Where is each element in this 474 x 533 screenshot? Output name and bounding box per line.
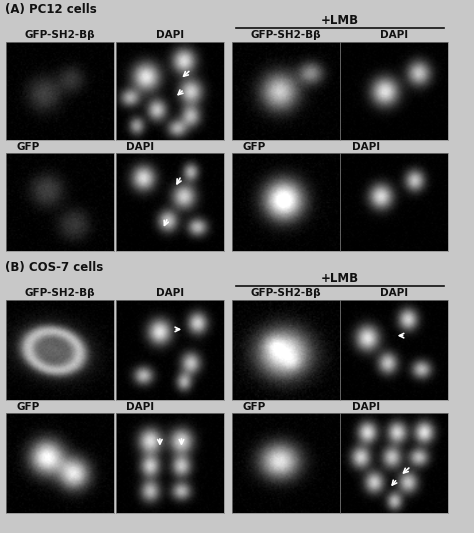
Text: DAPI: DAPI (156, 30, 184, 41)
Text: (A) PC12 cells: (A) PC12 cells (5, 4, 97, 17)
Text: GFP-SH2-Bβ: GFP-SH2-Bβ (25, 288, 95, 298)
Text: (B) COS-7 cells: (B) COS-7 cells (5, 262, 103, 274)
Text: DAPI: DAPI (380, 30, 408, 41)
Text: +LMB: +LMB (321, 272, 359, 285)
Text: GFP-SH2-Bβ: GFP-SH2-Bβ (251, 30, 321, 41)
Text: DAPI: DAPI (352, 401, 380, 411)
Text: GFP: GFP (243, 401, 266, 411)
Text: DAPI: DAPI (126, 401, 154, 411)
Text: GFP: GFP (17, 141, 40, 151)
Text: DAPI: DAPI (156, 288, 184, 298)
Text: GFP-SH2-Bβ: GFP-SH2-Bβ (251, 288, 321, 298)
Text: DAPI: DAPI (126, 141, 154, 151)
Text: DAPI: DAPI (380, 288, 408, 298)
Text: GFP: GFP (243, 141, 266, 151)
Text: GFP-SH2-Bβ: GFP-SH2-Bβ (25, 30, 95, 41)
Text: +LMB: +LMB (321, 14, 359, 27)
Text: GFP: GFP (17, 401, 40, 411)
Text: DAPI: DAPI (352, 141, 380, 151)
